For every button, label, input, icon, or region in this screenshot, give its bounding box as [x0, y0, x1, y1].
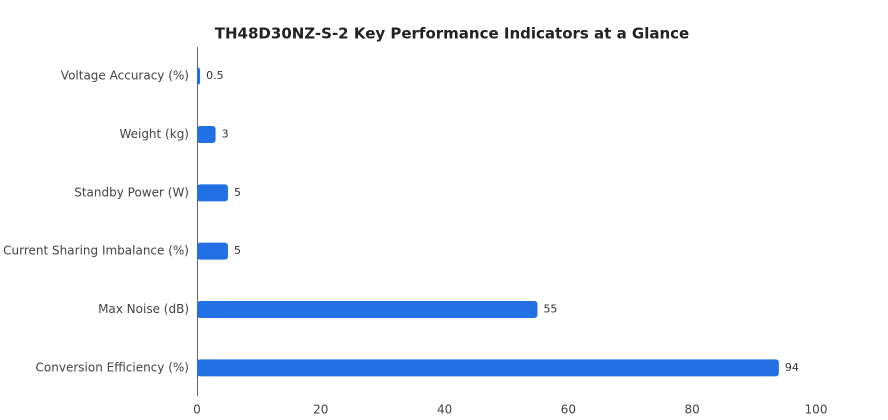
y-tick-label: Current Sharing Imbalance (%) [3, 244, 189, 258]
y-tick-label: Standby Power (W) [74, 185, 189, 199]
x-tick-label: 40 [437, 403, 452, 417]
x-tick-label: 100 [805, 403, 828, 417]
data-label: 5 [234, 244, 241, 257]
data-label: 3 [222, 128, 229, 141]
bar [197, 126, 216, 143]
x-tick-label: 0 [193, 403, 201, 417]
chart-title: TH48D30NZ-S-2 Key Performance Indicators… [215, 25, 689, 43]
data-label: 5 [234, 186, 241, 199]
data-label: 0.5 [206, 69, 224, 82]
y-tick-label: Max Noise (dB) [98, 302, 189, 316]
bar [197, 242, 228, 260]
x-tick-label: 80 [685, 403, 700, 417]
bar [197, 359, 779, 377]
y-tick-label: Voltage Accuracy (%) [61, 69, 189, 83]
x-tick-label: 60 [561, 403, 576, 417]
bar [197, 301, 538, 318]
x-tick-label: 20 [313, 403, 328, 417]
bar [197, 67, 201, 85]
bar [197, 184, 228, 202]
y-tick-label: Conversion Efficiency (%) [36, 360, 189, 374]
data-label: 55 [543, 303, 557, 316]
data-label: 94 [785, 361, 799, 374]
y-tick-label: Weight (kg) [119, 127, 189, 141]
